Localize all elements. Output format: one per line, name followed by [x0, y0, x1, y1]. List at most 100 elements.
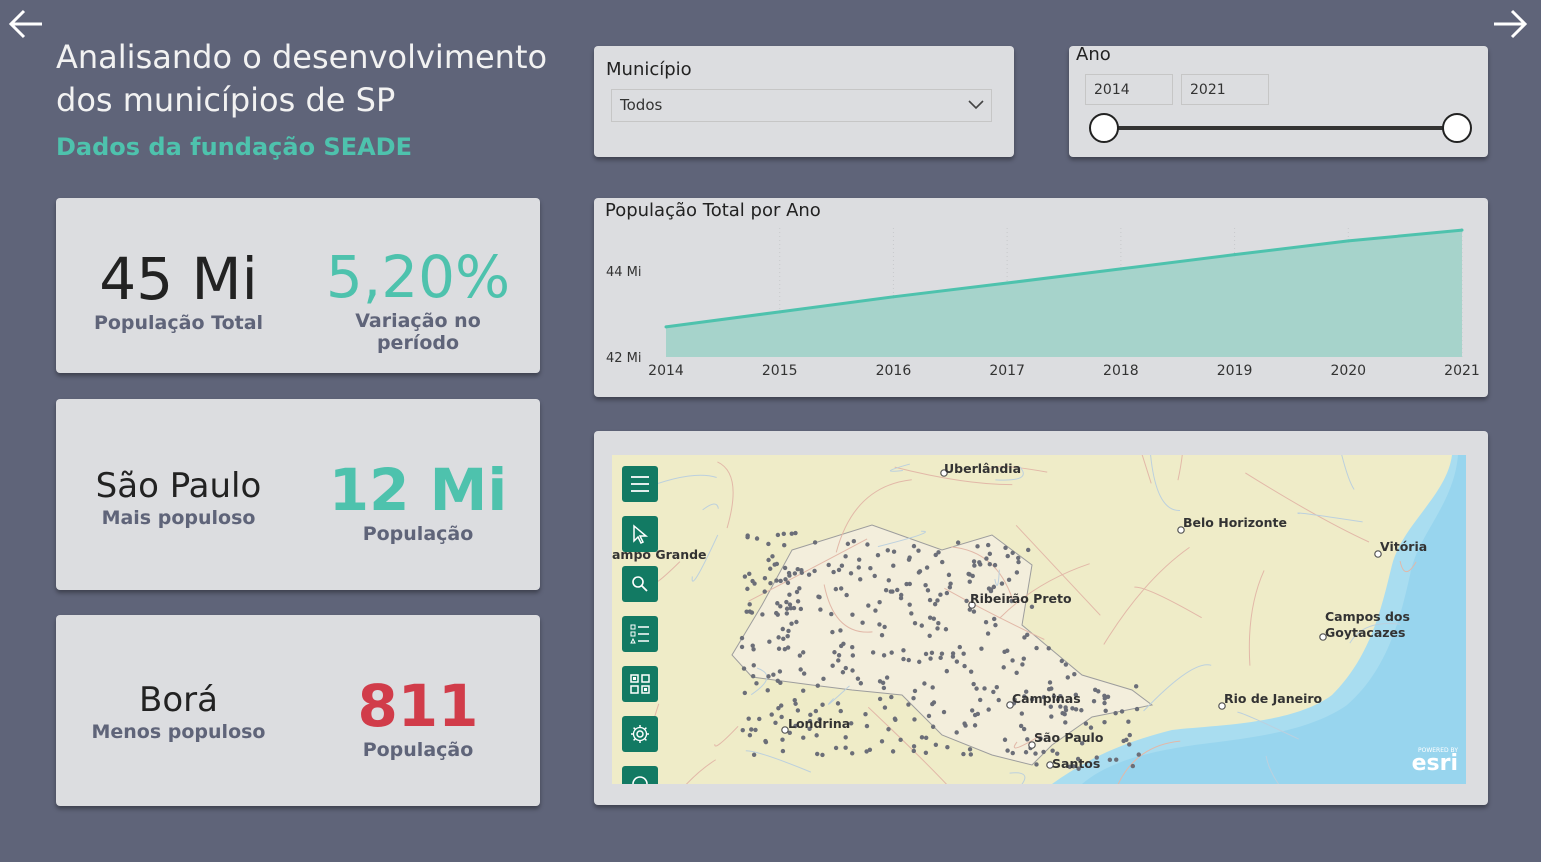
municipality-point[interactable]: [936, 621, 941, 626]
data-point[interactable]: [778, 310, 782, 314]
municipality-point[interactable]: [832, 650, 837, 655]
municipality-point[interactable]: [1003, 545, 1008, 551]
municipality-point[interactable]: [835, 701, 841, 706]
menu-icon[interactable]: [622, 466, 658, 502]
municipality-point[interactable]: [907, 581, 912, 587]
municipality-point[interactable]: [923, 582, 928, 588]
municipality-point[interactable]: [940, 559, 945, 565]
municipality-point[interactable]: [891, 549, 897, 554]
municipality-point[interactable]: [762, 575, 768, 581]
municipality-point[interactable]: [789, 621, 794, 626]
municipality-point[interactable]: [907, 602, 912, 607]
municipality-point[interactable]: [815, 683, 820, 688]
municipality-point[interactable]: [1127, 732, 1132, 738]
municipality-point[interactable]: [850, 668, 855, 673]
municipality-point[interactable]: [741, 666, 747, 671]
municipality-point[interactable]: [813, 708, 819, 714]
municipality-point[interactable]: [799, 570, 804, 575]
municipality-point[interactable]: [961, 751, 966, 757]
municipality-point[interactable]: [1103, 708, 1108, 713]
municipality-point[interactable]: [763, 738, 768, 744]
municipality-point[interactable]: [1046, 686, 1052, 692]
municipality-point[interactable]: [833, 586, 839, 592]
municipality-point[interactable]: [923, 735, 929, 740]
municipality-point[interactable]: [950, 651, 956, 656]
municipality-point[interactable]: [892, 716, 898, 721]
municipality-point[interactable]: [784, 606, 790, 611]
municipality-point[interactable]: [1063, 705, 1068, 710]
forward-arrow-icon[interactable]: [1490, 6, 1530, 42]
municipality-point[interactable]: [886, 727, 891, 732]
municipality-point[interactable]: [739, 635, 745, 641]
municipality-point[interactable]: [886, 578, 891, 583]
municipality-point[interactable]: [793, 530, 798, 536]
settings-gear-icon[interactable]: [622, 716, 658, 752]
municipality-point[interactable]: [808, 712, 813, 718]
municipality-point[interactable]: [993, 622, 998, 628]
municipality-point[interactable]: [1072, 671, 1077, 677]
municipality-point[interactable]: [1133, 684, 1139, 689]
municipality-point[interactable]: [898, 737, 903, 743]
municipality-point[interactable]: [782, 542, 787, 548]
municipality-point[interactable]: [932, 601, 938, 607]
municipality-point[interactable]: [812, 540, 818, 545]
municipality-point[interactable]: [820, 752, 825, 758]
municipality-point[interactable]: [971, 681, 976, 687]
municipality-point[interactable]: [762, 589, 767, 594]
municipality-point[interactable]: [1055, 751, 1060, 756]
municipality-point[interactable]: [987, 551, 993, 557]
municipality-point[interactable]: [747, 571, 752, 577]
qr-grid-icon[interactable]: [622, 666, 658, 702]
municipality-point[interactable]: [1022, 694, 1027, 699]
municipality-point[interactable]: [801, 671, 807, 676]
municipality-point[interactable]: [1088, 725, 1094, 730]
municipality-point[interactable]: [943, 627, 949, 632]
legend-list-icon[interactable]: [622, 616, 658, 652]
municipality-point[interactable]: [1058, 693, 1063, 699]
ano-to-input[interactable]: 2021: [1181, 74, 1269, 105]
municipality-point[interactable]: [1105, 694, 1111, 699]
municipality-point[interactable]: [812, 568, 817, 574]
municipality-point[interactable]: [1041, 694, 1047, 700]
municipality-point[interactable]: [855, 676, 861, 681]
municipality-point[interactable]: [1005, 748, 1010, 753]
municipality-point[interactable]: [839, 563, 845, 568]
municipality-point[interactable]: [768, 566, 773, 571]
municipality-point[interactable]: [906, 702, 911, 707]
municipality-point[interactable]: [1134, 706, 1140, 712]
municipality-point[interactable]: [1092, 687, 1098, 692]
data-point[interactable]: [664, 325, 668, 329]
data-point[interactable]: [1005, 281, 1009, 285]
municipality-point[interactable]: [780, 626, 785, 632]
municipality-point[interactable]: [1073, 692, 1079, 698]
municipality-point[interactable]: [780, 737, 785, 742]
municipality-point[interactable]: [779, 714, 784, 720]
municipality-point[interactable]: [901, 648, 906, 653]
municipality-point[interactable]: [916, 570, 922, 575]
municipality-point[interactable]: [1113, 710, 1118, 716]
municipality-point[interactable]: [795, 567, 800, 572]
municipality-point[interactable]: [843, 554, 848, 559]
ano-slider-handle-start[interactable]: [1089, 113, 1119, 143]
municipality-point[interactable]: [938, 592, 943, 597]
municipality-point[interactable]: [858, 681, 864, 686]
municipality-point[interactable]: [1005, 553, 1010, 559]
municipality-point[interactable]: [927, 615, 933, 620]
municipality-point[interactable]: [1063, 720, 1068, 725]
municipality-point[interactable]: [1038, 736, 1043, 741]
municipality-point[interactable]: [890, 749, 896, 754]
municipality-point[interactable]: [1065, 675, 1070, 680]
municipality-point[interactable]: [985, 631, 991, 636]
municipality-point[interactable]: [1021, 726, 1027, 732]
municipality-point[interactable]: [967, 572, 972, 577]
municipality-point[interactable]: [787, 730, 792, 736]
municipality-point[interactable]: [752, 581, 757, 586]
municipality-point[interactable]: [935, 598, 940, 603]
municipality-point[interactable]: [1029, 697, 1035, 702]
municipality-point[interactable]: [1026, 547, 1031, 553]
municipality-point[interactable]: [1019, 711, 1025, 716]
municipality-point[interactable]: [744, 609, 749, 614]
municipality-point[interactable]: [1127, 742, 1132, 747]
municipality-point[interactable]: [794, 589, 800, 595]
municipality-point[interactable]: [986, 586, 992, 591]
